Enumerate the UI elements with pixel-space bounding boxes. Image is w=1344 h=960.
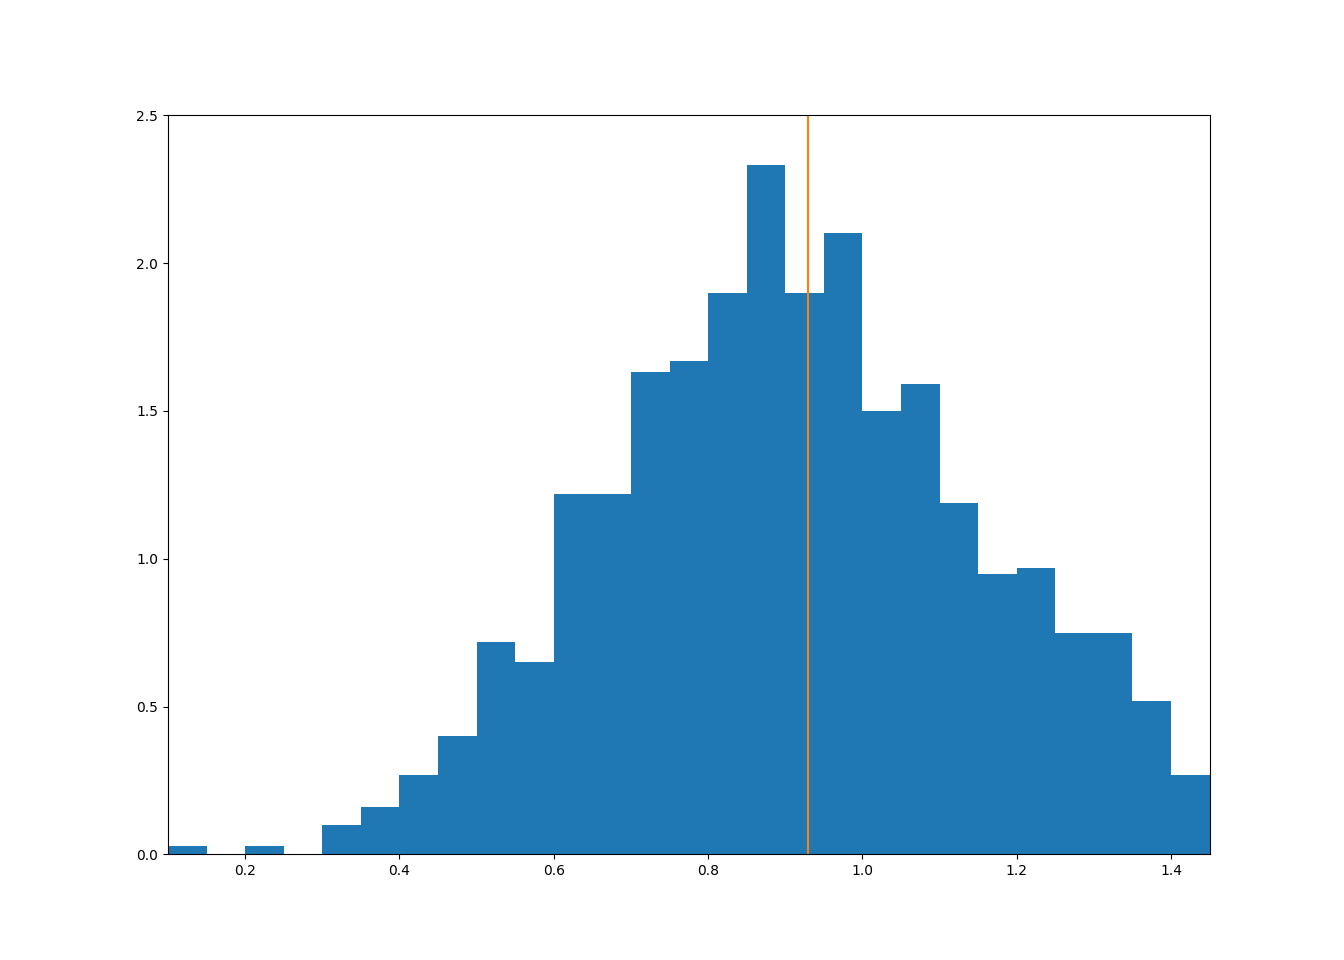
Bar xyxy=(477,641,515,854)
Bar xyxy=(1055,633,1094,854)
Bar xyxy=(1133,701,1171,854)
Bar xyxy=(554,493,593,854)
Bar xyxy=(747,165,785,854)
Bar xyxy=(785,293,824,854)
Bar xyxy=(1171,775,1210,854)
Bar xyxy=(1249,837,1286,854)
Bar xyxy=(824,233,863,854)
Bar xyxy=(1094,633,1133,854)
Bar xyxy=(1210,756,1249,854)
Bar xyxy=(1016,567,1055,854)
Bar xyxy=(978,573,1016,854)
Bar xyxy=(245,846,284,854)
Bar xyxy=(1286,830,1325,854)
Bar xyxy=(438,736,477,854)
Bar xyxy=(900,384,939,854)
Bar xyxy=(515,662,554,854)
Bar xyxy=(669,361,708,854)
Bar xyxy=(593,493,630,854)
Bar xyxy=(362,807,399,854)
Bar xyxy=(323,825,362,854)
Bar xyxy=(630,372,669,854)
Bar xyxy=(168,846,207,854)
Bar xyxy=(708,293,747,854)
Bar xyxy=(939,502,978,854)
Bar xyxy=(399,775,438,854)
Bar xyxy=(863,411,900,854)
